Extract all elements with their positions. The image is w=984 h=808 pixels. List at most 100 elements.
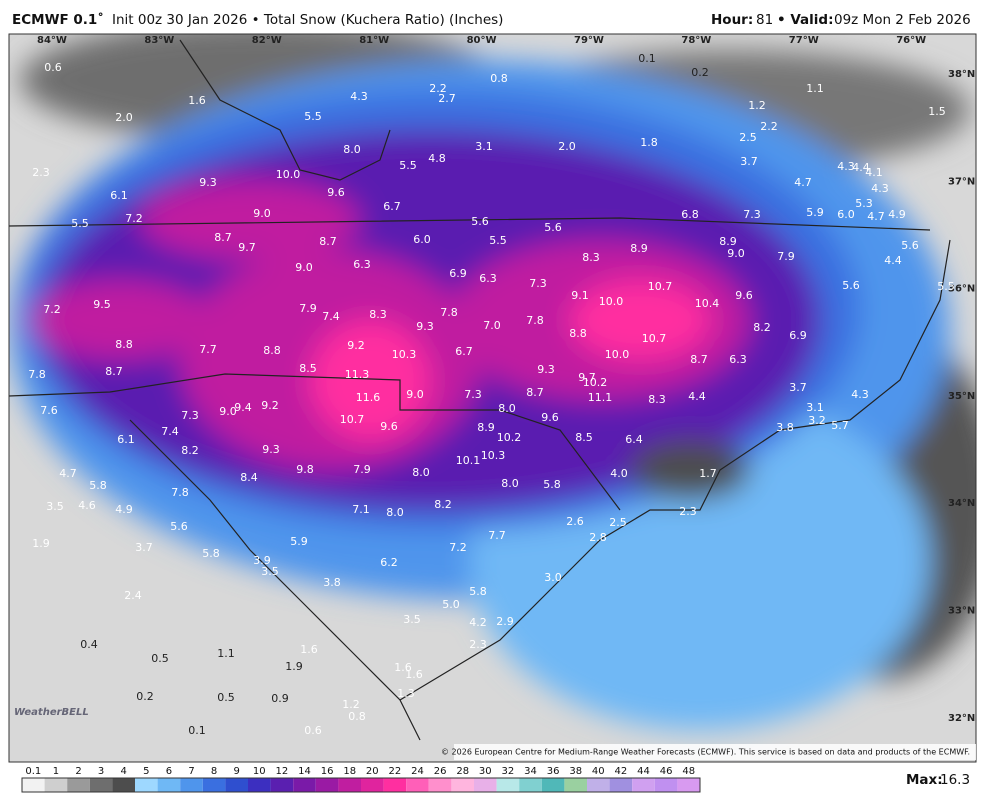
snow-value: 3.5 (261, 565, 279, 578)
snow-value: 6.0 (837, 208, 855, 221)
snow-value: 3.7 (789, 381, 807, 394)
snow-value: 3.1 (806, 401, 824, 414)
longitude-label: 82°W (252, 35, 282, 46)
colorbar-swatch (609, 778, 633, 792)
snow-value: 4.3 (350, 90, 368, 103)
colorbar-swatch (428, 778, 452, 792)
snow-value: 5.8 (89, 479, 107, 492)
colorbar-swatch (496, 778, 520, 792)
snow-value: 9.0 (406, 388, 424, 401)
colorbar-frame (21, 777, 701, 793)
colorbar-swatch (632, 778, 655, 792)
snow-value: 1.6 (188, 94, 206, 107)
snow-value: 1.8 (640, 136, 658, 149)
colorbar: 0.1 1 2 3 4 5 6 7 8 9 10 12 14 16 18 20 22 24 26 28 30 32 34 36… (21, 766, 701, 793)
colorbar-swatch (44, 778, 68, 792)
snow-value: 2.4 (124, 589, 142, 602)
snow-value: 5.5 (71, 217, 89, 230)
longitude-label: 80°W (467, 35, 497, 46)
colorbar-swatch (474, 778, 497, 792)
colorbar-label: 10 (253, 766, 266, 777)
snow-value: 8.2 (753, 321, 771, 334)
snow-value: 2.5 (609, 516, 627, 529)
snow-value: 1.1 (217, 647, 235, 660)
snow-value: 9.0 (295, 261, 313, 274)
snow-value: 0.9 (271, 692, 289, 705)
snow-value: 4.8 (428, 152, 446, 165)
colorbar-label: 34 (524, 766, 537, 777)
snow-value: 10.7 (340, 413, 365, 426)
colorbar-label: 42 (615, 766, 628, 777)
valid-label: • Valid: (777, 12, 833, 28)
snow-value: 3.8 (776, 421, 794, 434)
snow-value: 6.0 (413, 233, 431, 246)
snow-value: 4.1 (865, 166, 883, 179)
snow-value: 9.7 (238, 241, 256, 254)
colorbar-label: 26 (434, 766, 447, 777)
snow-value: 2.2 (760, 120, 778, 133)
snow-value: 2.3 (679, 505, 697, 518)
colorbar-swatch (180, 778, 203, 792)
snow-value: 9.6 (380, 420, 398, 433)
snow-value: 8.9 (477, 421, 495, 434)
snow-value: 1.3 (397, 687, 415, 700)
max: 16.3 (940, 772, 970, 788)
snow-value-labels: 0.61.62.04.32.22.70.80.10.21.22.21.11.55… (28, 52, 955, 737)
snow-value: 5.5 (399, 159, 417, 172)
colorbar-swatch (564, 778, 587, 792)
colorbar-label: 20 (366, 766, 379, 777)
snow-value: 4.6 (78, 499, 96, 512)
snow-value: 1.9 (285, 660, 303, 673)
snow-value: 5.5 (304, 110, 322, 123)
snow-value: 5.6 (471, 215, 489, 228)
snow-value: 4.9 (115, 503, 133, 516)
snow-value: 8.7 (105, 365, 123, 378)
snow-value: 2.2 (429, 82, 447, 95)
latitude-label: 33°N (948, 606, 975, 617)
snow-value: 8.5 (299, 362, 317, 375)
colorbar-swatch (293, 778, 316, 792)
map-frame (8, 33, 977, 763)
snow-value: 8.7 (526, 386, 544, 399)
snow-value: 8.2 (181, 444, 199, 457)
snow-value: 2.3 (469, 638, 487, 651)
snow-value: 8.0 (501, 477, 519, 490)
logo: WeatherBELL (14, 707, 89, 718)
snow-value: 7.3 (743, 208, 761, 221)
snow-value: 7.3 (529, 277, 547, 290)
snow-value: 8.9 (630, 242, 648, 255)
snow-value: 5.5 (489, 234, 507, 247)
longitude-label: 77°W (789, 35, 819, 46)
snow-value: 3.7 (740, 155, 758, 168)
snow-value: 6.1 (117, 433, 135, 446)
snow-value: 7.3 (464, 388, 482, 401)
snow-value: 6.9 (449, 267, 467, 280)
snow-value: 3.8 (323, 576, 341, 589)
latitude-label: 35°N (948, 391, 975, 402)
snow-value: 4.3 (871, 182, 889, 195)
snow-value: 8.0 (386, 506, 404, 519)
longitude-label: 76°W (896, 35, 926, 46)
snow-value: 11.3 (345, 368, 370, 381)
colorbar-label: 0.1 (25, 766, 41, 777)
snow-value: 8.3 (582, 251, 600, 264)
latitude-label: 38°N (948, 69, 975, 80)
snow-value: 11.1 (588, 391, 613, 404)
snow-value: 10.3 (481, 449, 506, 462)
snow-value: 7.6 (40, 404, 58, 417)
snow-value: 2.0 (115, 111, 133, 124)
snow-value: 7.9 (777, 250, 795, 263)
snow-value: 6.9 (789, 329, 807, 342)
colorbar-swatch (248, 778, 271, 792)
colorbar-swatch (22, 778, 45, 792)
snow-value: 7.8 (171, 486, 189, 499)
snow-value: 2.8 (589, 531, 607, 544)
snow-value: 3.1 (475, 140, 493, 153)
colorbar-swatch (677, 778, 700, 792)
snow-value: 8.0 (343, 143, 361, 156)
snow-value: 8.7 (690, 353, 708, 366)
snow-value: 4.7 (867, 210, 885, 223)
snow-value: 4.7 (794, 176, 812, 189)
snow-value: 0.5 (217, 691, 235, 704)
